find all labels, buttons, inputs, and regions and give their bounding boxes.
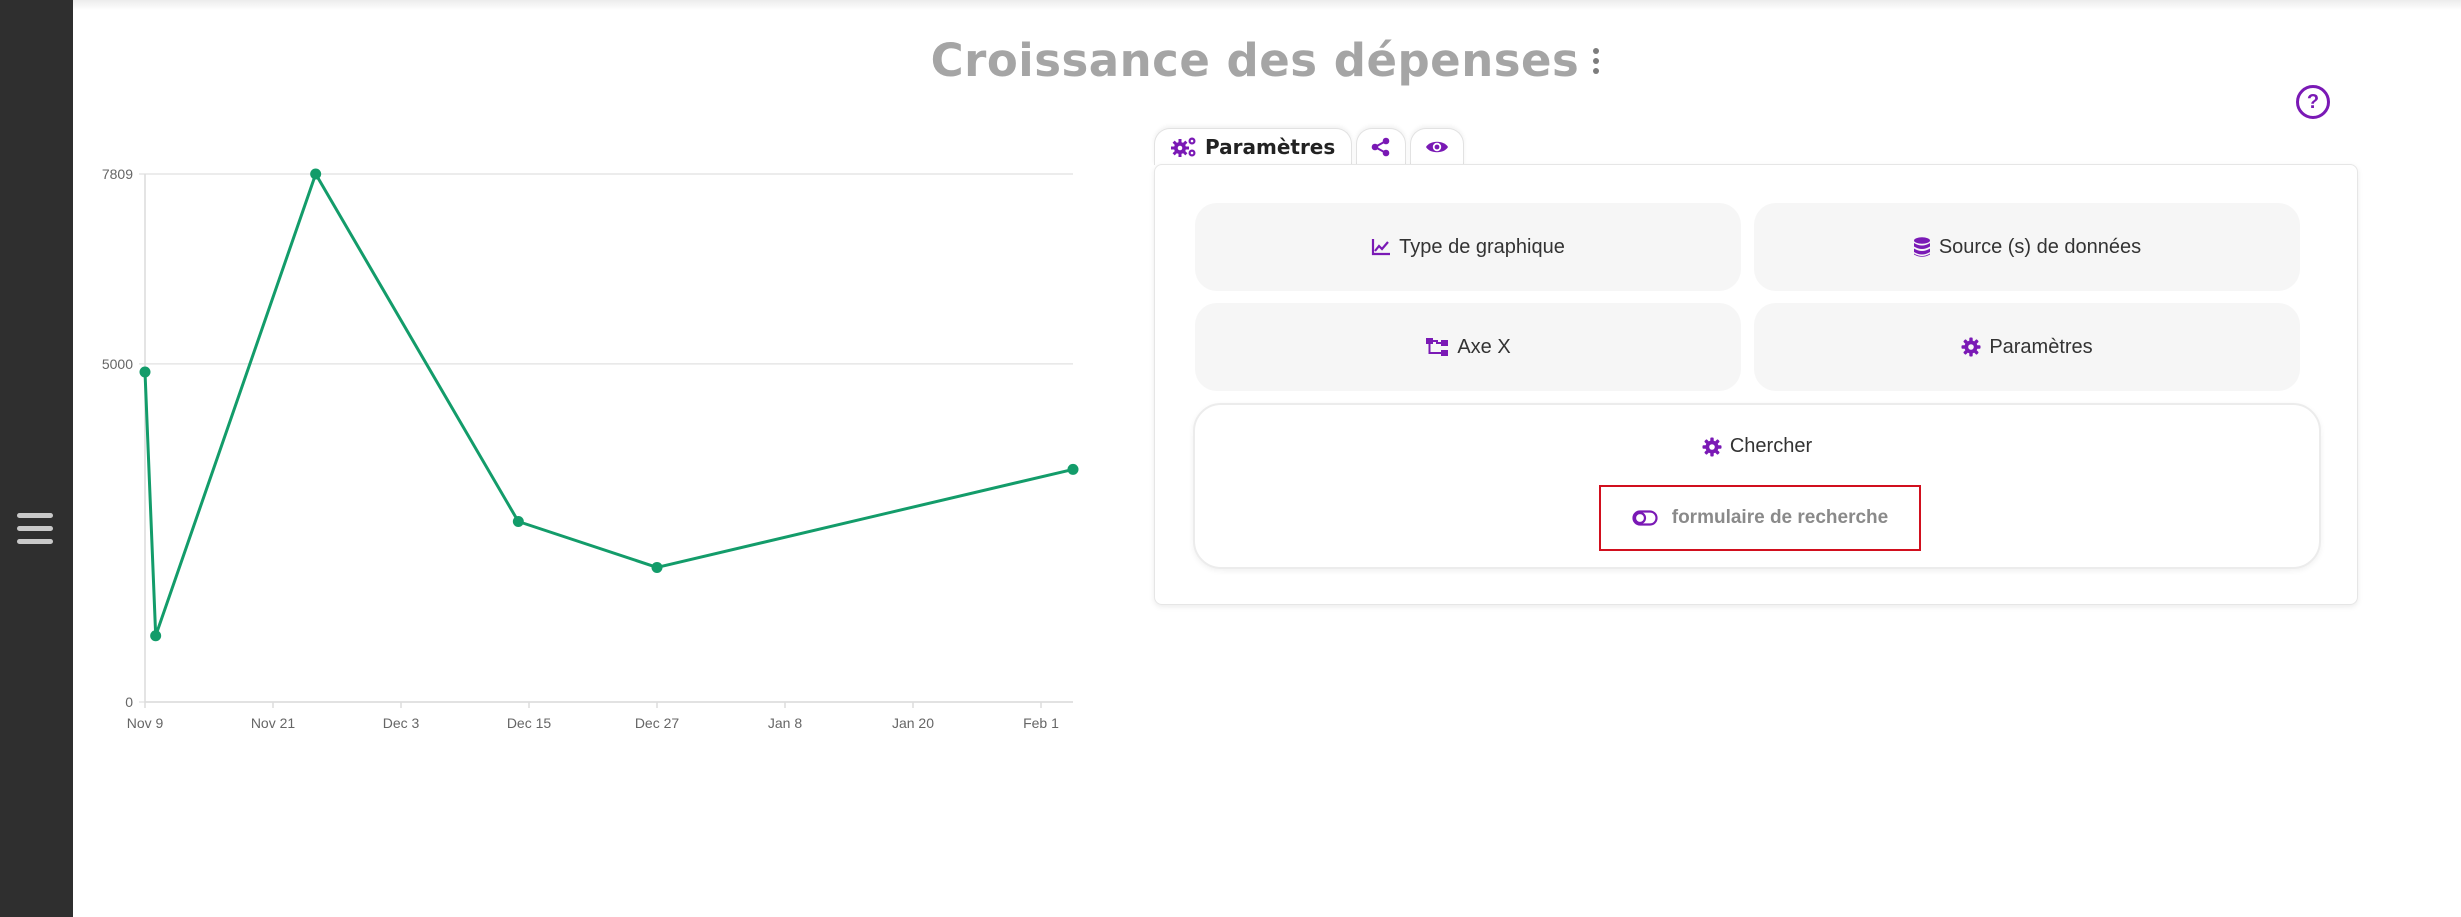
- data-source-label: Source (s) de données: [1938, 235, 2142, 258]
- line-chart: 0 5000 7809 Nov 9 Nov 21 Dec 3 Dec 15 Dec 27 Jan…: [102, 166, 1079, 731]
- x-tick-label: Dec 27: [635, 715, 680, 731]
- settings-label: Paramètres: [1989, 335, 2093, 358]
- y-tick-label: 7809: [102, 166, 133, 182]
- more-options-icon[interactable]: [1589, 44, 1603, 78]
- gear-icon: [1961, 337, 1981, 357]
- data-point: [310, 168, 322, 180]
- y-tick-label: 5000: [102, 356, 133, 372]
- data-point: [651, 561, 663, 573]
- search-button[interactable]: Chercher: [1195, 435, 2319, 458]
- chart-type-label: Type de graphique: [1399, 235, 1565, 258]
- menu-icon[interactable]: [17, 513, 53, 545]
- page-title-row: Croissance des dépenses: [0, 34, 2461, 87]
- page-title: Croissance des dépenses: [930, 34, 1580, 87]
- x-tick-label: Jan 20: [892, 715, 934, 731]
- sidebar: [0, 0, 73, 917]
- chart-type-button[interactable]: Type de graphique: [1195, 203, 1741, 291]
- eye-icon: [1426, 141, 1449, 153]
- x-axis-button[interactable]: Axe X: [1195, 303, 1741, 391]
- data-point: [512, 515, 524, 527]
- help-glyph: ?: [2306, 90, 2320, 113]
- data-point: [1067, 463, 1079, 475]
- tab-share[interactable]: [1356, 128, 1407, 165]
- topbar: [73, 0, 2461, 10]
- x-tick-label: Feb 1: [1023, 715, 1059, 731]
- x-axis-label: Axe X: [1457, 335, 1511, 358]
- help-icon[interactable]: ?: [2296, 85, 2330, 119]
- gear-icon: [1702, 437, 1722, 456]
- settings-button[interactable]: Paramètres: [1754, 303, 2300, 391]
- search-label: Chercher: [1729, 435, 1813, 457]
- settings-tabs: Paramètres: [1154, 128, 1465, 165]
- x-tick-label: Dec 3: [383, 715, 420, 731]
- tab-parametres[interactable]: Paramètres: [1154, 128, 1353, 165]
- tab-preview[interactable]: [1410, 128, 1465, 165]
- share-icon: [1371, 137, 1390, 157]
- search-form-label: formulaire de recherche: [1671, 507, 1889, 528]
- data-point: [139, 366, 151, 378]
- line-chart-icon: [1372, 239, 1391, 256]
- y-tick-label: 0: [125, 694, 133, 710]
- search-section: Chercher formulaire de recherche: [1193, 403, 2321, 569]
- gears-icon: [1171, 137, 1196, 157]
- x-tick-label: Nov 9: [127, 715, 164, 731]
- data-point: [150, 630, 162, 642]
- search-form-toggle[interactable]: formulaire de recherche: [1599, 485, 1921, 551]
- x-tick-label: Nov 21: [251, 715, 296, 731]
- x-tick-label: Jan 8: [768, 715, 802, 731]
- database-icon: [1913, 236, 1930, 257]
- tab-parametres-label: Paramètres: [1205, 135, 1336, 159]
- x-tick-label: Dec 15: [507, 715, 552, 731]
- toggle-off-icon: [1632, 510, 1658, 526]
- series-line: [143, 172, 1074, 638]
- settings-panel: Type de graphique Source (s) de données: [1154, 164, 2358, 605]
- sitemap-icon: [1426, 338, 1449, 356]
- data-source-button[interactable]: Source (s) de données: [1754, 203, 2300, 291]
